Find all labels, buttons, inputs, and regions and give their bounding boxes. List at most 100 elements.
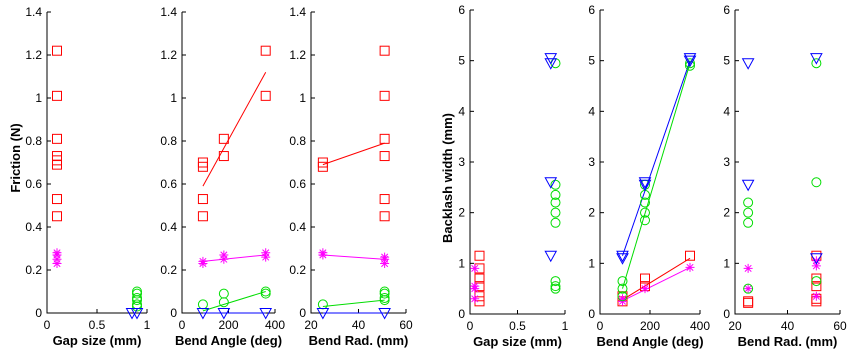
data-point-green (743, 197, 754, 208)
axis-frame (181, 12, 275, 314)
fit-line-red (202, 71, 267, 187)
y-tick-label: 3 (588, 155, 595, 169)
data-point-green (550, 283, 561, 294)
data-point-red (52, 45, 62, 56)
data-point-green (550, 281, 561, 292)
y-tick-label: 1.4 (289, 5, 306, 19)
data-point-red (52, 90, 62, 101)
data-point-green (132, 301, 142, 312)
y-tick-label: 1 (35, 91, 42, 105)
x-tick-label: 0.5 (509, 319, 526, 333)
y-tick-label: 0.6 (160, 177, 177, 191)
data-point-magenta (618, 296, 627, 306)
data-point-blue (810, 253, 823, 265)
y-tick-label: 5 (723, 54, 730, 68)
data-point-green (743, 217, 754, 228)
data-point-green (617, 291, 628, 302)
x-tick-label: 40 (781, 319, 795, 333)
data-point-magenta (811, 256, 821, 266)
data-point-magenta (261, 252, 271, 262)
data-point-green (743, 283, 754, 294)
fit-line-green (622, 63, 691, 289)
data-point-green (617, 276, 628, 287)
y-tick-label: 0.2 (289, 263, 306, 277)
x-axis-label: Bend Rad. (mm) (738, 334, 838, 349)
data-point-green (550, 207, 561, 218)
data-point-magenta (52, 259, 62, 269)
data-point-red (379, 133, 390, 144)
data-point-green (811, 177, 822, 188)
y-tick-label: 4 (458, 104, 465, 118)
data-point-magenta (811, 291, 821, 301)
x-tick-label: 60 (833, 319, 847, 333)
x-tick-label: 40 (352, 318, 366, 332)
data-point-red (379, 90, 390, 101)
fit-line-red (322, 142, 385, 166)
data-point-green (550, 189, 561, 200)
y-tick-label: 6 (588, 3, 595, 17)
data-point-magenta (380, 259, 390, 269)
fit-line-green (202, 291, 266, 312)
data-point-green (811, 276, 822, 287)
y-tick-label: 1 (170, 91, 177, 105)
y-tick-label: 0 (723, 307, 730, 321)
data-point-red (474, 273, 485, 284)
x-tick-label: 20 (304, 318, 318, 332)
data-point-red (260, 90, 271, 101)
y-tick-label: 0.8 (160, 134, 177, 148)
data-point-green (550, 179, 561, 190)
data-point-magenta (470, 284, 480, 294)
x-tick-label: 200 (218, 318, 238, 332)
fit-line-blue (622, 60, 691, 256)
x-tick-label: 0 (597, 319, 604, 333)
left-ylabel: Friction (N) (8, 123, 23, 192)
y-tick-label: 6 (458, 3, 465, 17)
data-point-blue (683, 55, 697, 68)
data-point-red (379, 45, 390, 56)
fit-line-green (322, 299, 385, 308)
data-point-red (260, 45, 271, 56)
x-tick-label: 0 (467, 319, 474, 333)
data-point-green (640, 215, 650, 226)
x-axis-label: Bend Angle (deg) (175, 333, 282, 348)
x-tick-label: 200 (640, 319, 660, 333)
data-point-red (218, 133, 229, 144)
y-tick-label: 0.4 (160, 220, 177, 234)
data-point-red (379, 211, 390, 222)
axis-frame (599, 10, 700, 315)
y-tick-label: 1.4 (160, 5, 177, 19)
data-point-green (550, 197, 561, 208)
data-point-green (811, 58, 822, 69)
fit-line-red (622, 257, 691, 301)
x-tick-label: 20 (728, 319, 742, 333)
data-point-red (218, 151, 229, 162)
y-tick-label: 0 (170, 306, 177, 320)
data-point-green (379, 295, 390, 306)
y-tick-label: 1 (299, 91, 306, 105)
data-point-red (197, 211, 208, 222)
data-point-red (474, 250, 485, 261)
data-point-magenta (318, 250, 328, 260)
data-point-magenta (640, 284, 650, 294)
x-tick-label: 400 (265, 318, 285, 332)
data-point-blue (378, 308, 391, 320)
data-point-blue (810, 53, 823, 65)
data-point-blue (616, 253, 629, 265)
data-point-blue (196, 308, 210, 320)
data-point-green (550, 217, 561, 228)
x-tick-label: 0 (44, 318, 51, 332)
y-tick-label: 0.8 (289, 134, 306, 148)
data-point-magenta (470, 263, 480, 273)
data-point-green (743, 207, 754, 218)
y-tick-label: 4 (588, 104, 595, 118)
data-point-green (132, 295, 142, 306)
data-point-blue (683, 53, 697, 65)
data-point-red (52, 194, 62, 205)
data-point-green (197, 299, 208, 310)
data-point-green (379, 288, 390, 299)
data-point-green (685, 60, 695, 71)
data-point-blue (638, 179, 652, 192)
